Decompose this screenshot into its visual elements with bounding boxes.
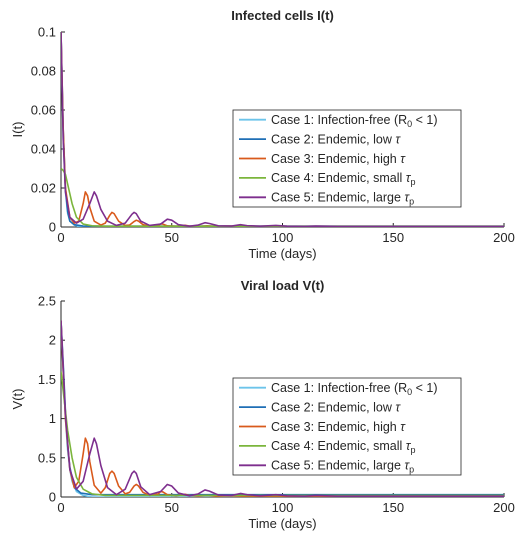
series-lines: [61, 31, 504, 227]
legend-subscript: p: [409, 197, 414, 207]
x-tick-label: 0: [57, 230, 64, 245]
y-tick-label: 0.08: [31, 64, 56, 79]
legend-tau-symbol: τ: [406, 171, 412, 185]
legend: Case 1: Infection-free (R0 < 1) Case 2: E…: [232, 377, 462, 476]
series-lines: [61, 320, 504, 497]
chart-1: Infected cells I(t) 0 50 100 150 200 0 0.02 0.04…: [10, 8, 515, 261]
legend-entry-case-1: Case 1: Infection-free (R0 < 1): [271, 381, 438, 397]
legend-entry-tail: < 1): [412, 113, 437, 127]
legend-entry-text: Case 1: Infection-free (R: [271, 381, 407, 395]
x-axis-label: Time (days): [248, 516, 316, 531]
legend-entry-text: Case 5: Endemic, large: [271, 459, 404, 473]
x-tick-label: 100: [272, 500, 294, 515]
y-tick-label: 1: [49, 411, 56, 426]
legend-entry-case-4: Case 4: Endemic, small τp: [271, 439, 415, 455]
legend-tau-symbol: τ: [395, 400, 401, 414]
x-tick-label: 200: [493, 230, 515, 245]
legend-entry-text: Case 3: Endemic, high: [271, 152, 400, 166]
x-tick-label: 50: [165, 500, 179, 515]
y-axis-label: I(t): [10, 122, 25, 138]
legend-subscript: 0: [407, 119, 412, 129]
x-tick-label: 0: [57, 500, 64, 515]
series-line-case-5: [61, 320, 504, 497]
x-tick-label: 150: [382, 500, 404, 515]
chart-title: Viral load V(t): [241, 278, 325, 293]
legend-tau-symbol: τ: [404, 191, 410, 205]
legend-entry-case-2: Case 2: Endemic, low τ: [271, 400, 401, 414]
y-tick-label: 0.06: [31, 103, 56, 118]
legend-tau-symbol: τ: [400, 420, 406, 434]
y-tick-label: 0.04: [31, 142, 56, 157]
legend-entry-case-3: Case 3: Endemic, high τ: [271, 152, 406, 166]
legend-tau-symbol: τ: [400, 152, 406, 166]
legend-entry-tail: < 1): [412, 381, 437, 395]
y-tick-label: 2.5: [38, 294, 56, 309]
x-tick-label: 50: [165, 230, 179, 245]
y-tick-label: 0.1: [38, 25, 56, 40]
legend-box: [232, 377, 462, 476]
legend-tau-symbol: τ: [404, 459, 410, 473]
y-tick-label: 0: [49, 220, 56, 235]
legend-entry-case-2: Case 2: Endemic, low τ: [271, 132, 401, 146]
legend-tau-symbol: τ: [406, 439, 412, 453]
legend-entry-text: Case 3: Endemic, high: [271, 420, 400, 434]
chart-title: Infected cells I(t): [231, 8, 334, 23]
legend: Case 1: Infection-free (R0 < 1) Case 2: E…: [232, 109, 462, 208]
series-line-case-5: [61, 31, 504, 227]
legend-entry-case-4: Case 4: Endemic, small τp: [271, 171, 415, 187]
legend-subscript: p: [409, 465, 414, 475]
legend-subscript: 0: [407, 387, 412, 397]
legend-entry-text: Case 4: Endemic, small: [271, 171, 406, 185]
y-tick-label: 1.5: [38, 372, 56, 387]
legend-tau-symbol: τ: [395, 132, 401, 146]
legend-entry-text: Case 5: Endemic, large: [271, 191, 404, 205]
legend-entry-case-5: Case 5: Endemic, large τp: [271, 459, 414, 475]
y-axis-label: V(t): [10, 389, 25, 410]
legend-entry-text: Case 1: Infection-free (R: [271, 113, 407, 127]
legend-box: [232, 109, 462, 208]
chart-2: Viral load V(t) 0 50 100 150 200 0 0.5 1 1.5 2 2.5 T…: [10, 278, 515, 531]
x-tick-label: 200: [493, 500, 515, 515]
legend-entry-text: Case 2: Endemic, low: [271, 132, 395, 146]
legend-entry-case-5: Case 5: Endemic, large τp: [271, 191, 414, 207]
x-tick-label: 100: [272, 230, 294, 245]
legend-subscript: p: [410, 177, 415, 187]
y-tick-label: 0.5: [38, 450, 56, 465]
x-tick-label: 150: [382, 230, 404, 245]
legend-entry-text: Case 4: Endemic, small: [271, 439, 406, 453]
legend-entry-text: Case 2: Endemic, low: [271, 400, 395, 414]
x-axis-label: Time (days): [248, 246, 316, 261]
legend-subscript: p: [410, 445, 415, 455]
y-tick-label: 0.02: [31, 181, 56, 196]
legend-entry-case-3: Case 3: Endemic, high τ: [271, 420, 406, 434]
y-tick-label: 2: [49, 333, 56, 348]
legend-entry-case-1: Case 1: Infection-free (R0 < 1): [271, 113, 438, 129]
y-tick-label: 0: [49, 490, 56, 505]
